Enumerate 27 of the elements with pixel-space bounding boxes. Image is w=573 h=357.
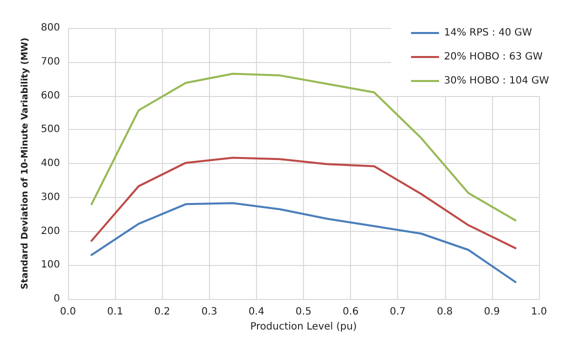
x-tick-label: 0.0 <box>60 306 76 318</box>
y-axis-title: Standard Deviation of 10-Minute Variability (MW) <box>20 38 30 290</box>
legend-label: 20% HOBO : 63 GW <box>444 52 543 62</box>
legend-label: 30% HOBO : 104 GW <box>444 76 550 86</box>
x-tick-label: 0.7 <box>390 306 406 318</box>
x-tick-label: 0.2 <box>154 306 170 318</box>
y-tick-label: 500 <box>40 124 60 136</box>
line-series <box>90 202 516 284</box>
y-tick-label: 800 <box>40 22 60 34</box>
y-tick-label: 100 <box>40 260 60 271</box>
x-tick-label: 0.4 <box>248 306 264 318</box>
legend-label: 14% RPS : 40 GW <box>444 28 532 38</box>
y-tick-label: 200 <box>40 226 60 237</box>
x-tick-label: 0.5 <box>296 306 312 318</box>
y-tick-label: 300 <box>40 192 60 203</box>
y-tick-label: 0 <box>54 294 60 304</box>
x-tick-label: 0.9 <box>484 306 500 318</box>
y-tick-label: 400 <box>40 158 60 169</box>
line-series <box>90 156 516 250</box>
y-tick-label: 600 <box>40 90 60 102</box>
x-tick-label: 0.6 <box>342 306 359 318</box>
x-tick-label: 1.0 <box>531 306 547 318</box>
x-tick-label: 0.1 <box>107 306 124 318</box>
x-axis-title: Production Level (pu) <box>250 321 357 332</box>
x-tick-label: 0.8 <box>436 306 453 318</box>
y-tick-label: 700 <box>40 56 60 68</box>
x-tick-label: 0.3 <box>201 306 218 318</box>
